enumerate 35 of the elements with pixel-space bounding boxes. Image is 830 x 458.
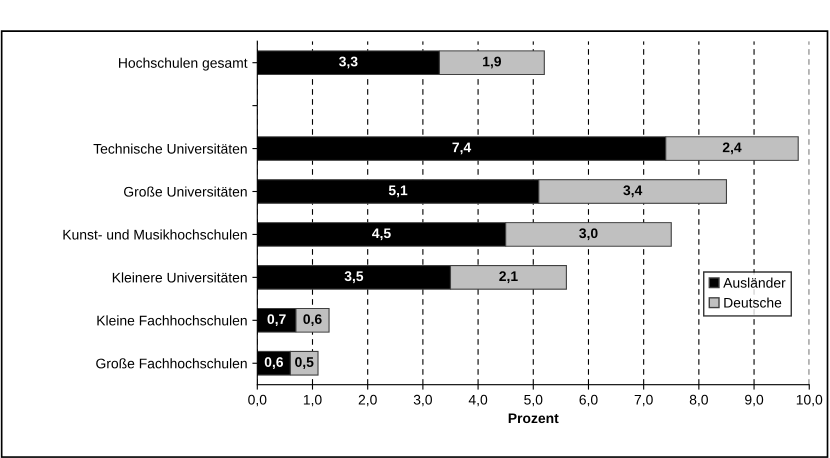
y-tick-label: Große Fachhochschulen (96, 358, 247, 368)
x-tick-label: 7,0 (634, 394, 653, 406)
y-tick-label: Kleine Fachhochschulen (97, 315, 247, 326)
y-tick-label: Technische Universitäten (94, 144, 247, 154)
x-tick-label: 5,0 (524, 394, 542, 406)
y-tick-label: Kunst- und Musikhochschulen (63, 229, 247, 240)
data-label: 3,4 (623, 185, 642, 198)
data-label: 2,4 (722, 142, 742, 154)
legend-label: Ausländer (723, 278, 786, 288)
x-axis-title: Prozent (508, 413, 559, 424)
x-tick-label: 1,0 (304, 394, 322, 406)
y-tick-label: Hochschulen gesamt (119, 58, 248, 71)
y-tick-label: Kleinere Universitäten (112, 272, 247, 283)
x-tick-label: 2,0 (358, 394, 377, 406)
data-label: 2,1 (499, 271, 518, 284)
data-label: 0,6 (303, 314, 322, 326)
x-tick-label: 0,0 (248, 394, 266, 406)
legend-label: Deutsche (724, 297, 782, 308)
x-tick-label: 4,0 (468, 394, 488, 406)
data-label: 3,0 (579, 228, 598, 240)
data-label: 0,5 (295, 357, 314, 369)
x-tick-label: 9,0 (745, 394, 764, 406)
x-tick-label: 6,0 (580, 394, 598, 406)
x-tick-label: 10,0 (796, 394, 822, 406)
x-tick-label: 8,0 (690, 394, 708, 406)
data-label: 0,6 (264, 357, 284, 369)
data-label: 3,3 (339, 56, 358, 68)
data-label: 7,4 (452, 142, 472, 154)
data-label: 0,7 (268, 314, 286, 326)
x-tick-label: 3,0 (414, 394, 432, 406)
y-tick-label: Große Universitäten (124, 186, 247, 197)
data-label: 5,1 (388, 186, 408, 198)
data-label: 4,5 (372, 228, 391, 240)
data-label: 1,9 (483, 56, 502, 68)
data-label: 3,5 (344, 271, 364, 284)
